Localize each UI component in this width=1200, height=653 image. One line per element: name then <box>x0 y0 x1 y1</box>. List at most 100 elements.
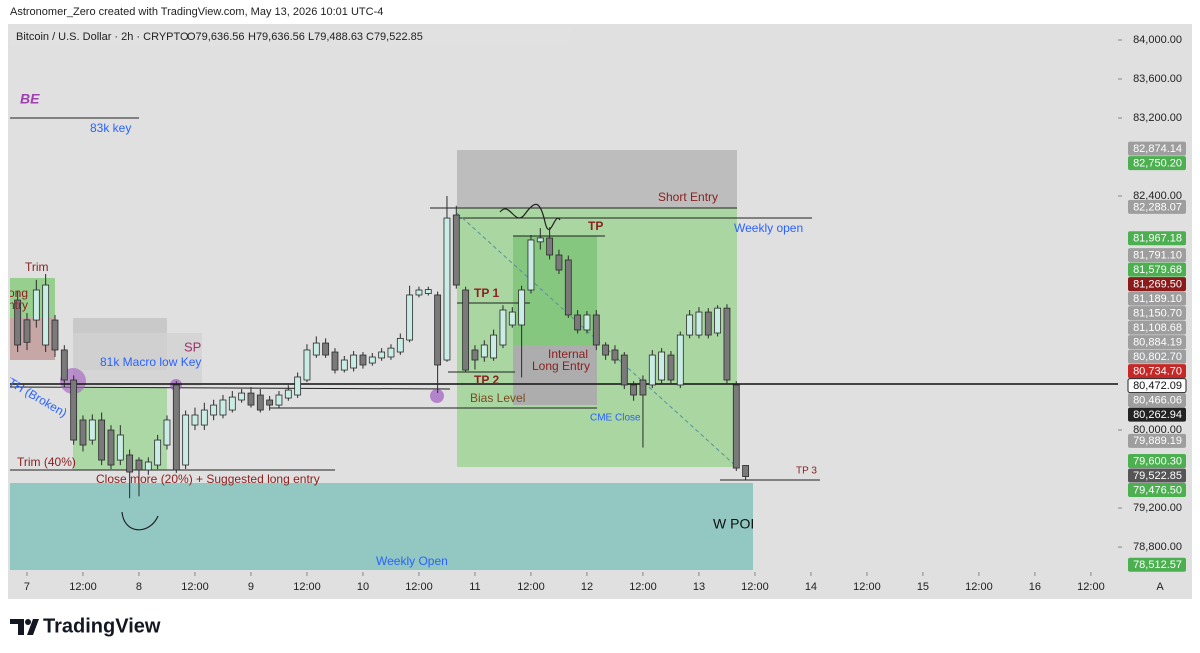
price-label-box <box>1128 335 1186 350</box>
price-label-box <box>1128 454 1186 469</box>
annotation: TP <box>588 219 603 233</box>
candle-body <box>163 419 171 446</box>
candle-body <box>88 419 96 441</box>
candle-body <box>648 354 656 386</box>
zone <box>10 483 753 570</box>
credit: Astronomer_Zero created with TradingView… <box>10 6 383 18</box>
candle-body <box>135 459 143 471</box>
price-label-box <box>1128 557 1186 572</box>
candle-body <box>247 392 255 406</box>
annotation: W POI <box>713 516 754 532</box>
candle-body <box>415 289 423 296</box>
price-label: 81,189.10 <box>1133 293 1182 305</box>
candle-body <box>42 284 50 346</box>
x-tick-label: 16 <box>1029 581 1041 593</box>
candle-body <box>676 334 684 386</box>
price-label: 81,967.18 <box>1133 233 1182 245</box>
x-tick-label: 13 <box>693 581 705 593</box>
price-label-box <box>1128 291 1186 306</box>
annotation: Trim <box>25 260 49 274</box>
candle-body <box>14 299 22 346</box>
candle-body <box>284 389 292 399</box>
candle-body <box>126 454 134 473</box>
x-tick-label: 12:00 <box>517 581 545 593</box>
candle-body <box>406 294 414 341</box>
scale-mode[interactable]: A <box>1156 581 1164 593</box>
x-tick-label: 12:00 <box>181 581 209 593</box>
x-tick-label: 10 <box>357 581 369 593</box>
candle-body <box>611 349 619 361</box>
candle-body <box>191 414 199 426</box>
price-label: 80,734.70 <box>1133 366 1182 378</box>
price-label: 81,791.10 <box>1133 250 1182 262</box>
y-tick-label: 82,400.00 <box>1133 190 1182 202</box>
candle-body <box>396 337 404 353</box>
zone <box>513 345 597 405</box>
annotation: 83k key <box>90 121 131 135</box>
candle-body <box>266 399 274 406</box>
candle-body <box>144 461 152 471</box>
candle-body <box>490 334 498 359</box>
x-tick-label: 7 <box>24 581 30 593</box>
annotation: Long Entry <box>532 359 590 373</box>
y-tick-label: 84,000.00 <box>1133 34 1182 46</box>
candle-body <box>574 314 582 331</box>
candle-body <box>732 384 740 469</box>
annotation: BE <box>20 91 40 107</box>
candle-body <box>23 319 31 343</box>
candle-body <box>704 311 712 336</box>
annotation: Internal <box>548 347 588 361</box>
candle-body <box>331 351 339 371</box>
price-label: 82,874.14 <box>1133 143 1182 155</box>
annotation: Trim (40%) <box>17 455 76 469</box>
candle-body <box>602 344 610 356</box>
candle-body <box>368 356 376 364</box>
candle-body <box>667 354 675 381</box>
candle-body <box>98 419 106 461</box>
candle-body <box>340 359 348 371</box>
candle-body <box>508 311 516 326</box>
price-label: 82,288.07 <box>1133 201 1182 213</box>
price-label-box <box>1127 378 1187 394</box>
candle-body <box>70 379 78 441</box>
price-label-box <box>1128 483 1186 498</box>
annotation: TP 3 <box>796 466 817 477</box>
candle-body <box>303 349 311 381</box>
price-label-box <box>1128 320 1186 335</box>
ohlc-open: O79,636.56 <box>187 31 245 43</box>
x-tick-label: 12:00 <box>69 581 97 593</box>
price-label-box <box>1128 393 1186 408</box>
candle-body <box>434 294 442 366</box>
annotation: TP 1 <box>474 286 499 300</box>
sketch <box>499 203 561 231</box>
x-tick-label: 15 <box>917 581 929 593</box>
zone <box>73 333 202 386</box>
x-tick-label: 12 <box>581 581 593 593</box>
legend-background <box>10 28 570 46</box>
annotation: ntry <box>8 298 28 312</box>
price-label-box <box>1128 199 1186 214</box>
candle-body <box>424 289 432 294</box>
footer-logo: TradingView <box>43 615 161 637</box>
annotation: CME Close <box>590 413 641 424</box>
candle-body <box>172 384 180 471</box>
price-label: 78,512.57 <box>1133 559 1182 571</box>
price-label-box <box>1128 248 1186 263</box>
candle-body <box>583 314 591 331</box>
candle-body <box>322 342 330 356</box>
candle-body <box>452 214 460 286</box>
price-label: 79,889.19 <box>1133 435 1182 447</box>
price-label: 82,750.20 <box>1133 157 1182 169</box>
price-label-box <box>1128 364 1186 379</box>
candle-body <box>116 434 124 461</box>
price-label: 80,472.09 <box>1133 380 1182 392</box>
candle-body <box>219 399 227 416</box>
price-label: 81,150.70 <box>1133 308 1182 320</box>
candle-body <box>686 314 694 336</box>
x-tick-label: 12:00 <box>1077 581 1105 593</box>
marker <box>430 389 444 403</box>
candle-body <box>294 376 302 396</box>
plot-area: BE 83k key Trim ong ntry SP 81k Macro lo… <box>8 91 1118 570</box>
annotation: Short Entry <box>658 190 718 204</box>
candle-body <box>154 439 162 466</box>
